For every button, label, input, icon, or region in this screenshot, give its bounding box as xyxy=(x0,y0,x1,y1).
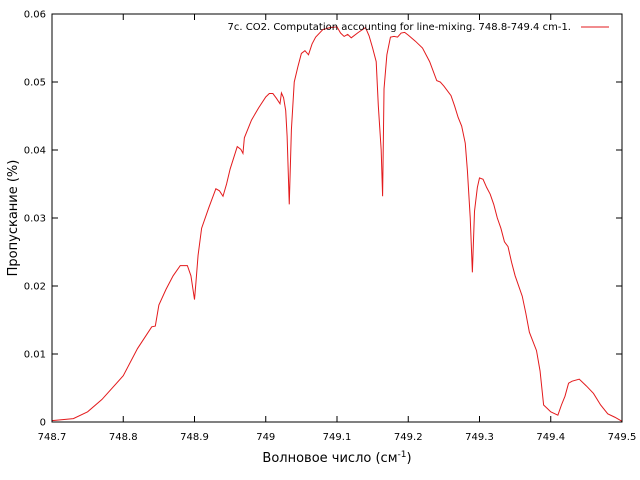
y-tick-label: 0.01 xyxy=(24,350,46,361)
x-tick-label: 749.1 xyxy=(323,432,352,443)
axis-tick-labels: 748.7 748.8 748.9 749 749.1 749.2 749.3 749.4 74… xyxy=(24,10,637,444)
y-tick-label: 0 xyxy=(40,418,46,429)
y-tick-label: 0.02 xyxy=(24,282,46,293)
legend-label: 7c. CO2. Computation accounting for line… xyxy=(228,22,571,33)
x-tick-label: 749.5 xyxy=(608,432,637,443)
x-tick-label: 749.4 xyxy=(536,432,565,443)
x-tick-label: 748.7 xyxy=(38,432,67,443)
y-tick-label: 0.05 xyxy=(24,78,46,89)
x-tick-label: 749 xyxy=(256,432,275,443)
x-tick-label: 749.3 xyxy=(465,432,494,443)
x-axis-label-end: ) xyxy=(406,451,411,466)
plot-frame xyxy=(51,13,623,423)
x-axis-label-main: Волновое число (см xyxy=(262,451,397,466)
x-tick-label: 749.2 xyxy=(394,432,423,443)
x-tick-label: 748.9 xyxy=(180,432,209,443)
y-tick-label: 0.06 xyxy=(24,10,46,21)
legend: 7c. CO2. Computation accounting for line… xyxy=(228,22,609,33)
series-line xyxy=(51,26,623,422)
x-tick-label: 748.8 xyxy=(109,432,138,443)
x-axis-label-superscript: -1 xyxy=(398,450,407,460)
x-axis-label: Волновое число (см-1) xyxy=(262,450,411,466)
y-tick-label: 0.03 xyxy=(24,214,46,225)
y-axis-label: Пропускание (%) xyxy=(6,160,21,277)
y-tick-label: 0.04 xyxy=(24,146,46,157)
